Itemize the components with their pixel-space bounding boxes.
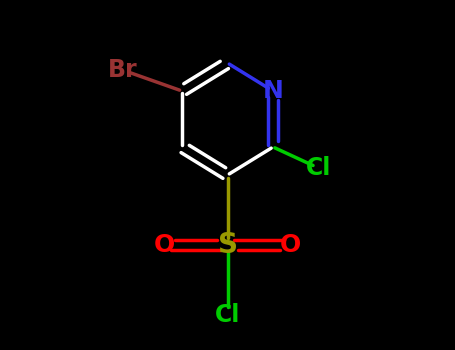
Text: O: O [280, 233, 301, 257]
Text: Cl: Cl [306, 156, 331, 180]
Text: Br: Br [108, 58, 137, 82]
Text: O: O [154, 233, 175, 257]
Text: Cl: Cl [215, 303, 240, 327]
Text: N: N [263, 79, 283, 103]
Text: S: S [217, 231, 238, 259]
